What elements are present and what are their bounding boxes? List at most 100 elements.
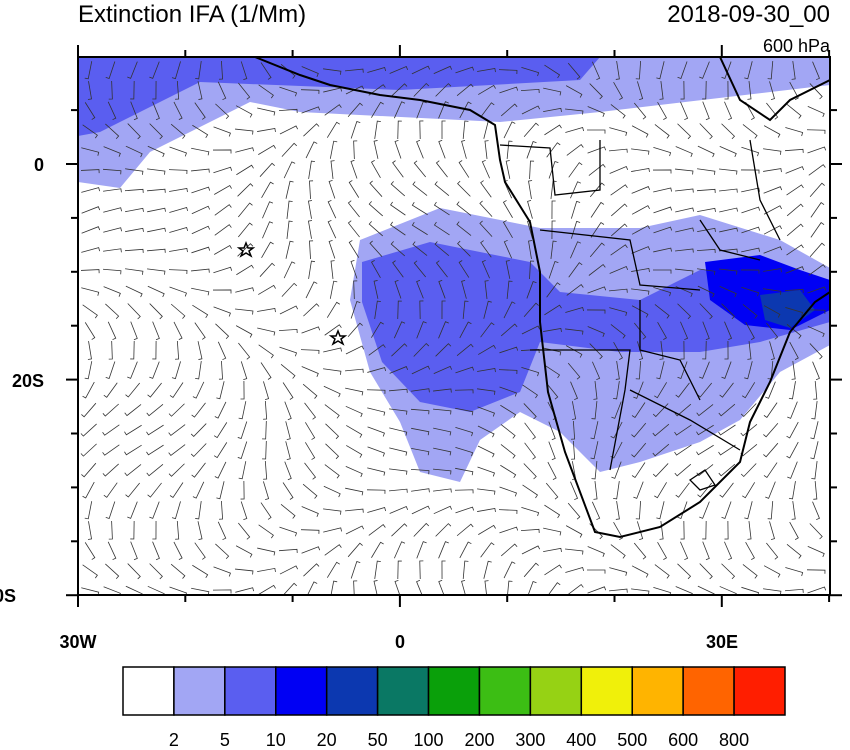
wind-barb	[586, 569, 606, 574]
wind-barb	[263, 400, 268, 420]
wind-barb	[591, 501, 601, 521]
wind-barb	[391, 523, 408, 537]
colorbar-label: 500	[617, 730, 647, 750]
colorbar-box	[275, 666, 328, 716]
wind-barb	[609, 127, 628, 136]
wind-barb	[324, 544, 342, 556]
wind-barb	[548, 421, 556, 441]
wind-barb	[81, 462, 97, 478]
wind-barb	[568, 162, 583, 178]
wind-barb	[347, 200, 360, 218]
wind-barb	[82, 124, 98, 139]
wind-barb	[212, 289, 232, 294]
wind-barb	[567, 502, 581, 520]
colorbar-label: 10	[266, 730, 286, 750]
wind-barb	[81, 287, 100, 296]
wind-barb	[786, 223, 804, 237]
colorbar-label: 600	[668, 730, 698, 750]
wind-barb	[214, 224, 232, 236]
wind-barb	[285, 180, 294, 199]
wind-barb	[653, 226, 673, 234]
wind-barb	[784, 288, 804, 293]
x-tick-label: 30E	[706, 632, 738, 652]
wind-barb	[347, 102, 363, 118]
wind-barb	[284, 461, 292, 481]
wind-barb	[366, 389, 386, 394]
wind-barb	[327, 199, 337, 219]
wind-barb	[146, 463, 164, 477]
wind-barb	[389, 66, 409, 74]
wind-barb	[763, 288, 782, 295]
wind-barb	[742, 304, 758, 319]
wind-barb	[544, 64, 561, 79]
wind-barb	[741, 226, 761, 234]
wind-barb	[130, 321, 138, 341]
wind-barb	[438, 139, 446, 159]
wind-barb	[652, 463, 669, 478]
wind-barb	[652, 269, 672, 274]
wind-barb	[301, 546, 321, 554]
wind-barb	[330, 260, 335, 279]
wind-barb	[217, 341, 227, 361]
wind-barb	[631, 205, 650, 215]
wind-barb	[214, 401, 227, 419]
wind-barb	[610, 223, 628, 237]
wind-barb	[235, 128, 254, 135]
wind-barb	[175, 80, 180, 100]
wind-barb	[677, 303, 692, 320]
wind-barb	[149, 123, 163, 140]
wind-barb	[499, 486, 517, 497]
level: 600 hPa	[763, 36, 831, 56]
wind-barb	[147, 268, 166, 275]
wind-barb	[747, 341, 752, 360]
wind-barb	[498, 69, 518, 74]
wind-barb	[260, 62, 272, 80]
wind-barb	[745, 101, 755, 120]
wind-barb	[80, 269, 100, 274]
colorbar-label: 800	[719, 730, 749, 750]
wind-barb	[353, 140, 358, 160]
wind-barb	[345, 387, 364, 396]
colorbar-label: 200	[464, 730, 494, 750]
wind-barb	[657, 541, 668, 560]
colorbar-label: 300	[515, 730, 545, 750]
wind-barb	[615, 361, 620, 380]
wind-barb	[367, 467, 386, 476]
wind-barb	[742, 564, 758, 579]
wind-barb	[571, 401, 577, 420]
wind-barb	[370, 160, 381, 179]
wind-barb	[304, 402, 317, 420]
wind-barb	[394, 139, 402, 159]
wind-barb	[124, 464, 142, 477]
wind-barb	[568, 262, 583, 278]
wind-barb	[456, 343, 474, 357]
colorbar-label: 5	[220, 730, 230, 750]
wind-barb	[633, 102, 647, 120]
wind-barb	[656, 61, 665, 80]
wind-barb	[347, 322, 363, 338]
wind-barb	[324, 404, 340, 419]
wind-barb	[127, 303, 141, 320]
wind-barb	[240, 380, 245, 400]
date: 2018-09-30_00	[667, 1, 830, 28]
wind-barb	[765, 481, 776, 499]
wind-barb	[169, 382, 184, 399]
colorbar-box	[173, 666, 226, 716]
wind-barb	[565, 126, 585, 133]
wind-barb	[81, 147, 100, 156]
colorbar-label: 400	[566, 730, 596, 750]
wind-barb	[544, 124, 562, 136]
wind-barb	[697, 168, 716, 175]
wind-barb	[124, 404, 142, 417]
wind-barb	[521, 66, 540, 77]
wind-barb	[263, 381, 270, 401]
wind-barb	[127, 563, 141, 580]
wind-barb	[368, 344, 386, 356]
wind-barb	[152, 321, 160, 341]
wind-barb	[350, 259, 358, 279]
wind-barb	[611, 461, 622, 479]
wind-barb	[345, 525, 365, 535]
wind-barb	[570, 481, 579, 501]
wind-barb	[281, 142, 298, 157]
wind-barb	[500, 323, 518, 337]
